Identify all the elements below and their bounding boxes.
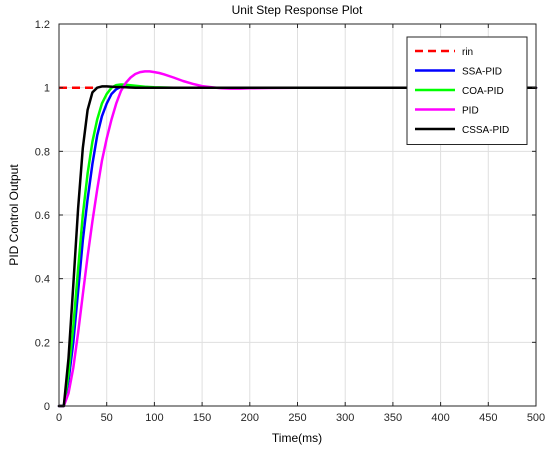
- ticks: 0 50 100 150 200 250 300 350 400 450 500 0 0.2 0.4 0.6…: [35, 19, 545, 424]
- x-tick-label: 300: [336, 412, 354, 424]
- x-tick-label: 50: [101, 412, 113, 424]
- y-tick-label: 1: [44, 83, 50, 95]
- series-group: [57, 70, 538, 408]
- chart-title: Unit Step Response Plot: [232, 3, 363, 17]
- x-tick-label: 150: [193, 412, 211, 424]
- legend-label: CSSA-PID: [462, 125, 509, 136]
- y-tick-label: 0.4: [35, 274, 50, 286]
- legend: rin SSA-PID COA-PID PID CSSA-PID: [406, 36, 528, 145]
- y-tick-label: 0.6: [35, 210, 50, 222]
- legend-label: SSA-PID: [462, 67, 502, 78]
- y-tick-label: 1.2: [35, 19, 50, 31]
- x-tick-label: 100: [145, 412, 163, 424]
- series-line-cssa-pid: [57, 85, 538, 408]
- x-tick-label: 250: [288, 412, 306, 424]
- legend-label: COA-PID: [462, 86, 504, 97]
- y-tick-label: 0: [44, 401, 50, 413]
- legend-label: rin: [462, 47, 473, 58]
- x-tick-label: 450: [479, 412, 497, 424]
- y-tick-label: 0.8: [35, 146, 50, 158]
- legend-label: PID: [462, 106, 479, 117]
- x-axis-title: Time(ms): [272, 431, 322, 445]
- x-tick-label: 400: [431, 412, 449, 424]
- x-tick-label: 500: [527, 412, 545, 424]
- y-tick-label: 0.2: [35, 337, 50, 349]
- x-tick-label: 200: [241, 412, 259, 424]
- y-axis-title: PID Control Output: [7, 164, 21, 266]
- x-tick-label: 350: [384, 412, 402, 424]
- x-tick-label: 0: [56, 412, 62, 424]
